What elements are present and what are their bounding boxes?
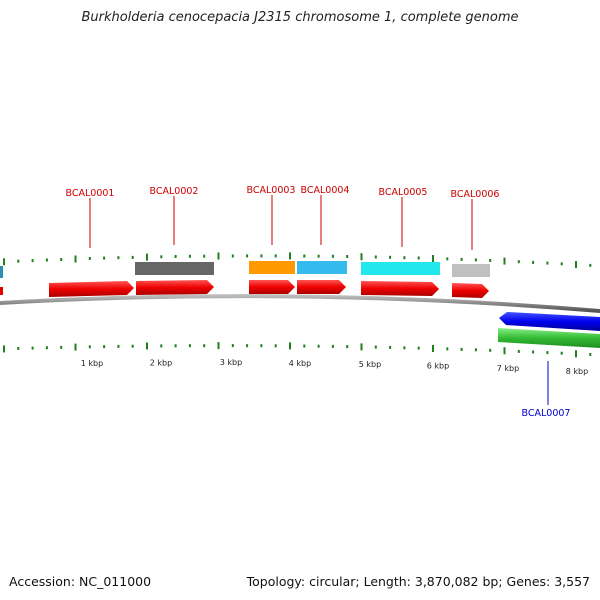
scale-tick-label: 3 kbp — [220, 358, 242, 367]
inner-tick-marks — [3, 342, 592, 358]
partial-gene-left — [0, 266, 3, 278]
gene-bcal0007-box[interactable] — [498, 328, 600, 348]
gene-bcal0005-box[interactable] — [361, 262, 440, 275]
gene-bcal0004-box[interactable] — [297, 261, 347, 274]
label-bcal0004[interactable]: BCAL0004 — [301, 185, 350, 196]
cds-bcal0001-arrow[interactable] — [49, 281, 134, 297]
label-leader-lines — [89, 195, 549, 405]
cds-bcal0006-arrow[interactable] — [452, 283, 489, 298]
scale-tick-labels: 1 kbp 2 kbp 3 kbp 4 kbp 5 kbp 6 kbp 7 kbp 8 kbp — [81, 358, 588, 376]
gene-bcal0002-box[interactable] — [135, 262, 214, 275]
label-bcal0006[interactable]: BCAL0006 — [451, 189, 500, 200]
gene-bcal0003-box[interactable] — [249, 261, 295, 274]
label-bcal0003[interactable]: BCAL0003 — [247, 185, 296, 196]
cds-bcal0005-arrow[interactable] — [361, 281, 439, 296]
outer-tick-marks — [3, 252, 592, 269]
cds-bcal0002-arrow[interactable] — [136, 280, 214, 295]
scale-tick-label: 8 kbp — [566, 367, 588, 376]
scale-tick-label: 2 kbp — [150, 358, 172, 367]
cds-bcal0004-arrow[interactable] — [297, 280, 346, 294]
accession-text: Accession: NC_011000 — [9, 574, 152, 589]
scale-tick-label: 4 kbp — [289, 359, 311, 368]
chromosome-backbone — [0, 294, 600, 313]
map-title: Burkholderia cenocepacia J2315 chromosom… — [81, 10, 519, 25]
scale-tick-label: 7 kbp — [497, 364, 519, 373]
scale-tick-label: 5 kbp — [359, 360, 381, 369]
scale-tick-label: 6 kbp — [427, 362, 449, 371]
partial-cds-left — [0, 287, 3, 295]
label-bcal0001[interactable]: BCAL0001 — [66, 188, 115, 199]
label-bcal0007[interactable]: BCAL0007 — [522, 408, 571, 419]
cds-bcal0007-arrow[interactable] — [499, 312, 600, 331]
label-bcal0002[interactable]: BCAL0002 — [150, 186, 199, 197]
cds-bcal0003-arrow[interactable] — [249, 280, 295, 294]
gene-bcal0006-box[interactable] — [452, 264, 490, 277]
scale-tick-label: 1 kbp — [81, 359, 103, 368]
label-bcal0005[interactable]: BCAL0005 — [379, 187, 428, 198]
genome-summary-text: Topology: circular; Length: 3,870,082 bp… — [246, 574, 590, 589]
